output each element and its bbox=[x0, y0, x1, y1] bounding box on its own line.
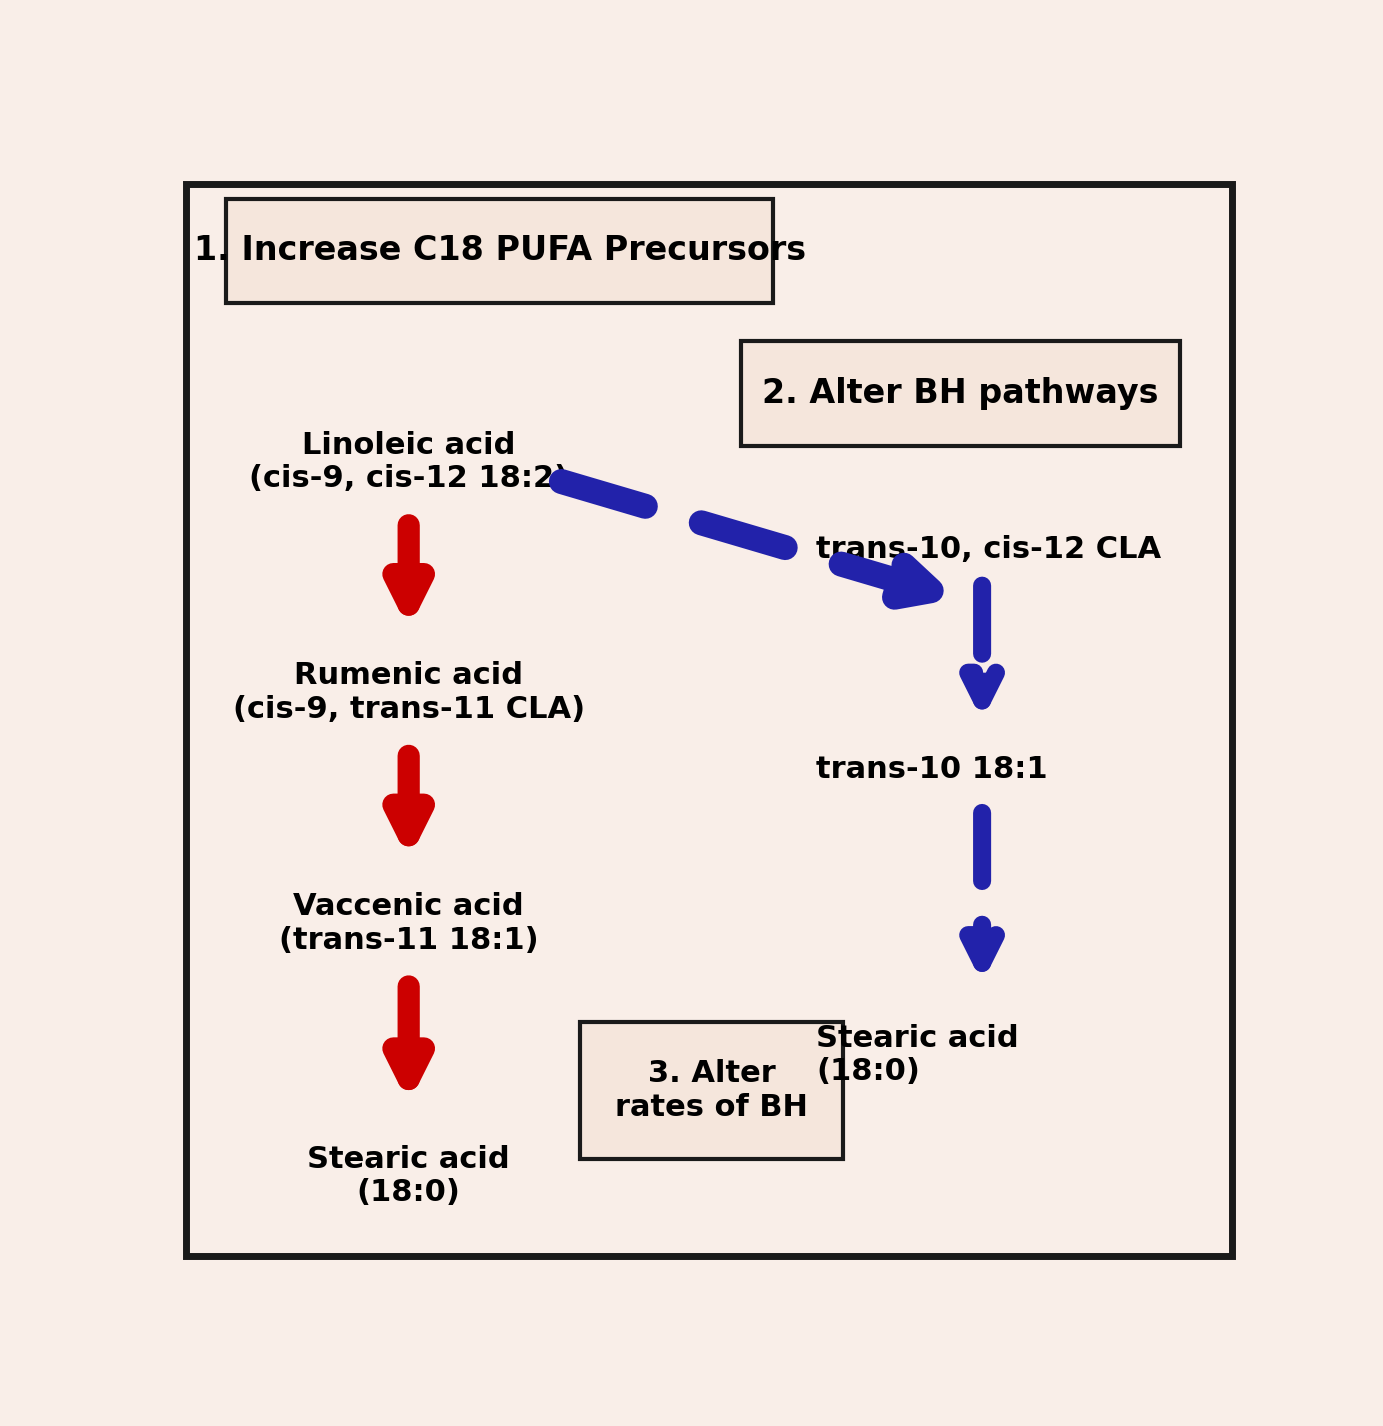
Text: Stearic acid
(18:0): Stearic acid (18:0) bbox=[816, 1024, 1019, 1087]
Text: 1. Increase C18 PUFA Precursors: 1. Increase C18 PUFA Precursors bbox=[194, 234, 806, 267]
Text: trans-10, cis-12 CLA: trans-10, cis-12 CLA bbox=[816, 535, 1162, 565]
Text: Vaccenic acid
(trans-11 18:1): Vaccenic acid (trans-11 18:1) bbox=[279, 893, 538, 954]
Text: trans-10 18:1: trans-10 18:1 bbox=[816, 754, 1047, 784]
Text: Stearic acid
(18:0): Stearic acid (18:0) bbox=[307, 1145, 510, 1206]
Text: 2. Alter BH pathways: 2. Alter BH pathways bbox=[762, 376, 1159, 409]
Text: Rumenic acid
(cis-9, trans-11 CLA): Rumenic acid (cis-9, trans-11 CLA) bbox=[232, 662, 585, 724]
FancyBboxPatch shape bbox=[227, 198, 773, 302]
FancyBboxPatch shape bbox=[185, 184, 1232, 1256]
Text: 3. Alter
rates of BH: 3. Alter rates of BH bbox=[615, 1060, 808, 1122]
FancyBboxPatch shape bbox=[581, 1022, 842, 1159]
Text: Linoleic acid
(cis-9, cis-12 18:2): Linoleic acid (cis-9, cis-12 18:2) bbox=[249, 431, 568, 493]
FancyBboxPatch shape bbox=[741, 341, 1180, 445]
